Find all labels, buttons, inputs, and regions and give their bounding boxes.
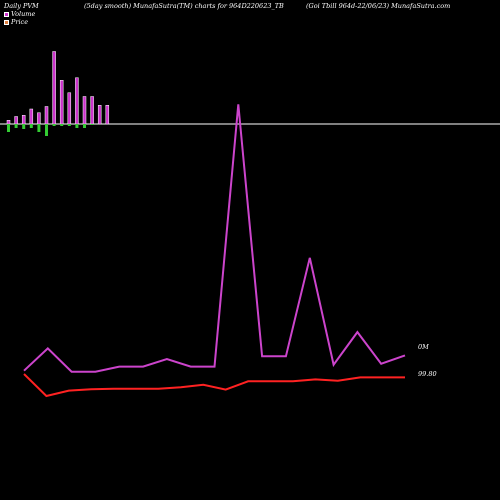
volume-bar-down: [60, 124, 64, 126]
chart-header-right: (Goi Tbill 964d-22/06/23) MunafaSutra.co…: [306, 2, 451, 10]
legend-price: Price: [4, 18, 28, 26]
volume-bar-up: [105, 105, 110, 125]
volume-bar-down: [7, 124, 10, 132]
volume-bar-up: [90, 96, 94, 125]
price-line: [23, 373, 405, 398]
chart-header-title: (5day smooth) MunafaSutra(TM) charts for…: [84, 2, 284, 10]
legend-volume-label: Volume: [11, 10, 36, 18]
volume-bar-down: [75, 124, 79, 128]
volume-bar-up: [67, 92, 72, 125]
volume-bar-up: [82, 96, 87, 125]
volume-bar-up: [59, 80, 64, 125]
volume-bar-down: [45, 124, 48, 136]
volume-bar-up: [21, 115, 26, 125]
volume-line: [23, 104, 406, 373]
volume-bar-up: [97, 105, 102, 125]
volume-bars: [6, 51, 110, 136]
volume-bar-down: [29, 124, 33, 128]
volume-bar-up: [14, 116, 18, 125]
volume-bar-up: [44, 106, 49, 125]
chart-header-left: Daily PVM: [4, 2, 39, 10]
volume-bar-down: [52, 124, 56, 126]
legend-volume-swatch: [4, 11, 9, 17]
volume-bar-up: [37, 112, 41, 125]
volume-bar-down: [83, 124, 86, 128]
legend-volume: Volume: [4, 10, 35, 18]
volume-bar-down: [37, 124, 41, 132]
volume-axis-label: 0M: [418, 343, 429, 351]
volume-bar-up: [75, 77, 79, 125]
volume-bar-down: [22, 124, 26, 129]
legend-price-label: Price: [11, 18, 29, 26]
volume-bar-up: [6, 120, 11, 125]
volume-bar-down: [14, 124, 18, 128]
legend-price-swatch: [4, 19, 9, 25]
volume-bar-down: [67, 124, 71, 126]
volume-bar-down: [90, 124, 94, 125]
volume-bar-up: [52, 51, 56, 125]
price-axis-label: 99.80: [418, 370, 437, 378]
volume-bar-up: [29, 108, 34, 125]
